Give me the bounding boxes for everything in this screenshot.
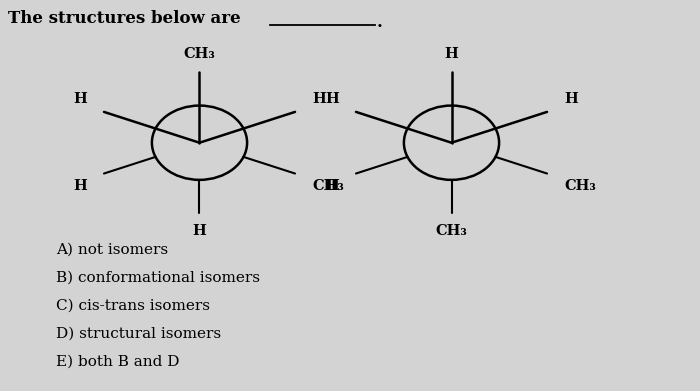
- Text: D) structural isomers: D) structural isomers: [56, 327, 221, 341]
- Text: H: H: [564, 92, 578, 106]
- Text: H: H: [326, 179, 339, 193]
- Text: H: H: [326, 92, 339, 106]
- Text: H: H: [74, 92, 87, 106]
- Text: B) conformational isomers: B) conformational isomers: [56, 271, 260, 285]
- Text: H: H: [312, 92, 326, 106]
- Text: H: H: [444, 47, 458, 61]
- Text: H: H: [74, 179, 87, 193]
- Text: CH₃: CH₃: [183, 47, 216, 61]
- Text: CH₃: CH₃: [312, 179, 344, 193]
- Text: E) both B and D: E) both B and D: [56, 355, 179, 369]
- Text: The structures below are: The structures below are: [8, 10, 241, 27]
- Text: H: H: [193, 224, 206, 238]
- Text: CH₃: CH₃: [564, 179, 596, 193]
- Text: C) cis-trans isomers: C) cis-trans isomers: [56, 299, 210, 313]
- Text: A) not isomers: A) not isomers: [56, 242, 168, 256]
- Text: .: .: [377, 14, 382, 30]
- Text: CH₃: CH₃: [435, 224, 468, 238]
